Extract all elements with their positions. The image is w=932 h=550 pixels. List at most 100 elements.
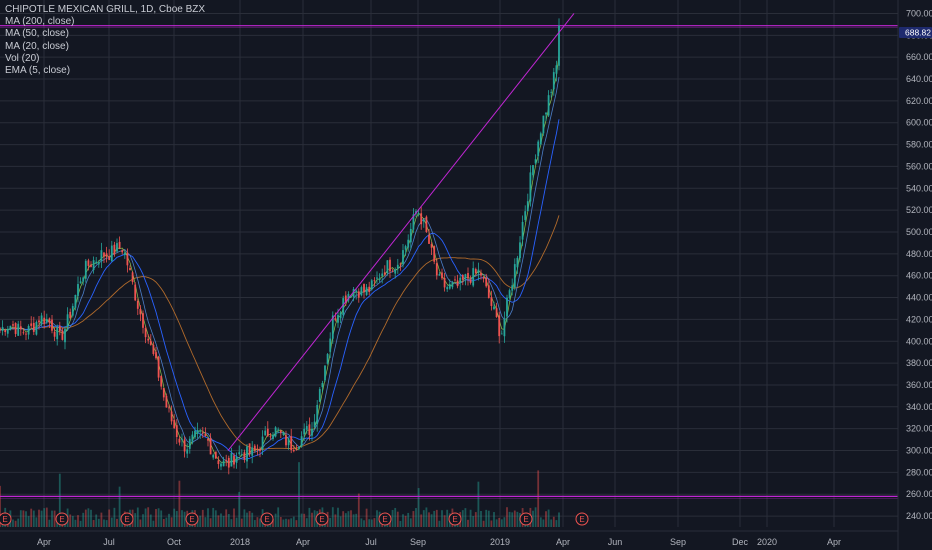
candle-body — [487, 285, 490, 298]
candle-body — [524, 211, 527, 220]
volume-bar — [32, 510, 35, 527]
volume-bar — [95, 514, 98, 527]
candle-body — [240, 454, 243, 456]
volume-bar — [204, 517, 207, 527]
price-axis[interactable]: 240.00 260.00 280.00 300.00 320.00 340.00 360.… — [897, 0, 932, 550]
candle-body — [251, 447, 254, 456]
candle-body — [521, 221, 524, 240]
candle-body — [448, 284, 451, 289]
candle-body — [131, 272, 134, 283]
volume-bar — [337, 507, 339, 527]
candle-body — [134, 284, 137, 301]
candle-body — [360, 287, 363, 296]
candle-body — [326, 354, 329, 364]
volume-bar — [282, 519, 285, 527]
y-tick-label: 300.00 — [906, 446, 932, 456]
candle-body — [222, 460, 225, 467]
volume-bar — [108, 509, 111, 527]
indicator-ma20[interactable]: MA (20, close) — [5, 40, 69, 52]
candle-body — [45, 319, 48, 322]
candle-body — [25, 333, 27, 335]
candle-body — [160, 375, 163, 387]
volume-bar — [539, 517, 542, 527]
candle-body — [321, 383, 324, 388]
trend-line — [227, 13, 575, 451]
indicator-vol[interactable]: Vol (20) — [5, 52, 40, 64]
x-tick-label: Jul — [365, 537, 377, 547]
volume-bar — [417, 488, 420, 527]
candle-body — [399, 263, 402, 265]
x-tick-label: Sep — [410, 537, 426, 547]
volume-bar — [183, 511, 186, 527]
volume-bar — [19, 510, 22, 527]
candle-body — [409, 228, 412, 243]
volume-bar — [152, 520, 155, 527]
indicator-ma200[interactable]: MA (200, close) — [5, 16, 75, 28]
volume-bar — [331, 507, 334, 527]
candle-body — [147, 338, 150, 341]
candle-body — [542, 115, 545, 134]
earnings-icon — [0, 512, 12, 526]
candle-body — [532, 165, 534, 176]
candle-body — [498, 315, 501, 337]
indicator-ema5[interactable]: EMA (5, close) — [5, 65, 71, 77]
y-tick-label: 620.00 — [906, 96, 932, 106]
earnings-icon — [575, 512, 589, 526]
candle-body — [30, 323, 33, 326]
candle-body — [207, 438, 209, 441]
volume-bar — [165, 517, 168, 527]
symbol-title[interactable]: CHIPOTLE MEXICAN GRILL, 1D, Cboe BZX — [5, 4, 206, 15]
candle-body — [552, 72, 555, 90]
y-tick-label: 660.00 — [906, 52, 932, 62]
indicator-ma50[interactable]: MA (50, close) — [5, 28, 69, 40]
volume-bar — [207, 508, 209, 527]
volume-bar — [394, 507, 397, 527]
y-tick-label: 700.00 — [906, 8, 932, 18]
volume-bar — [495, 519, 498, 527]
volume-bar — [199, 515, 202, 527]
volume-bar — [105, 520, 108, 527]
earnings-label: E — [382, 515, 387, 524]
volume-bar — [461, 510, 464, 527]
candle-body — [199, 430, 202, 432]
volume-bar — [464, 508, 467, 527]
candle-body — [51, 319, 53, 331]
volume-bar — [446, 509, 449, 527]
y-tick-label: 600.00 — [906, 118, 932, 128]
volume-bar — [469, 509, 472, 527]
volume-bar — [110, 517, 113, 527]
volume-bar — [51, 510, 53, 527]
candle-body — [235, 456, 238, 463]
earnings-icon — [315, 512, 329, 526]
volume-bar — [545, 511, 547, 527]
candle-body — [56, 327, 59, 340]
volume-bar — [370, 519, 373, 527]
candle-body — [394, 269, 397, 274]
candle-body — [32, 322, 35, 332]
y-tick-label: 280.00 — [906, 467, 932, 477]
volume-bar — [399, 520, 402, 527]
x-tick-label: Apr — [37, 537, 51, 547]
volume-bar — [259, 518, 261, 527]
candle-body — [305, 426, 308, 430]
volume-bar — [45, 507, 48, 527]
volume-bar — [40, 510, 43, 527]
volume-bar — [87, 508, 90, 527]
candle-body — [412, 214, 415, 230]
candle-body — [318, 389, 321, 402]
ma200-line — [41, 215, 560, 451]
candle-body — [300, 436, 303, 447]
time-axis[interactable]: Apr Jul Oct 2018 Apr Jul Sep 2019 Apr Jun Sep Dec 20… — [0, 530, 898, 547]
candle-body — [238, 452, 241, 454]
volume-bar — [251, 512, 254, 527]
candle-body — [129, 268, 131, 270]
volume-bar — [350, 510, 352, 527]
x-tick-label: 2020 — [757, 537, 777, 547]
y-tick-label: 520.00 — [906, 205, 932, 215]
earnings-icon — [120, 512, 134, 526]
y-tick-label: 500.00 — [906, 227, 932, 237]
volume-bar — [74, 519, 77, 527]
volume-bar — [342, 511, 345, 527]
